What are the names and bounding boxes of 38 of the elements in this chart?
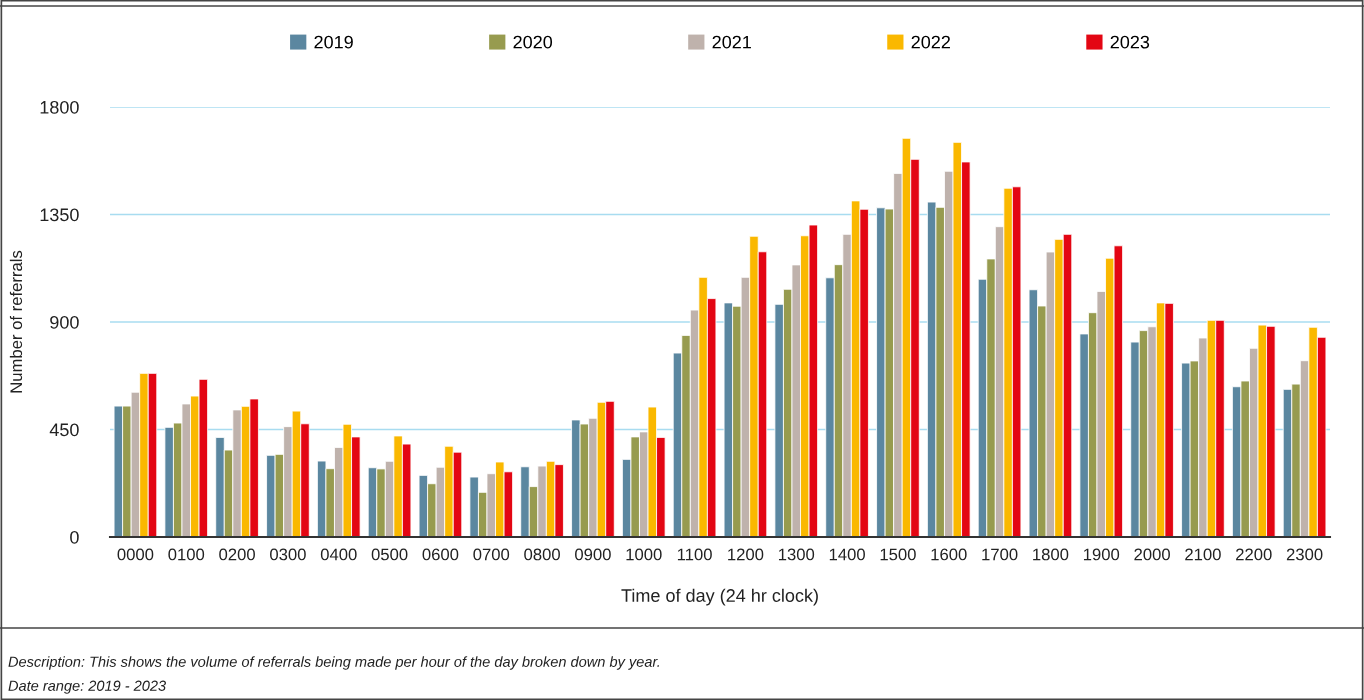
x-tick-label: 1200 (728, 548, 764, 561)
x-tick-label: 0200 (219, 548, 255, 561)
legend-label: 2021 (712, 35, 751, 49)
x-tick-label: 0800 (524, 548, 560, 561)
x-tick-label: 1400 (829, 548, 865, 561)
y-tick-label: 1350 (40, 208, 79, 222)
y-tick-label: 1800 (40, 100, 79, 114)
x-tick-label: 0600 (422, 548, 459, 561)
text: Date range: 2019 - 2023 (8, 680, 166, 694)
x-axis-title: Time of day (24 hr clock) (621, 588, 818, 606)
x-tick-label: 1300 (778, 548, 815, 561)
x-tick-label: 0700 (473, 548, 510, 561)
x-tick-label: 0400 (320, 548, 357, 561)
x-tick-label: 2000 (1134, 548, 1170, 561)
x-tick-label: 2200 (1236, 548, 1272, 561)
x-tick-label: 1800 (1033, 548, 1069, 561)
x-tick-label: 1700 (982, 548, 1018, 561)
x-tick-label: 1000 (626, 548, 662, 561)
y-tick-label: 450 (49, 423, 79, 437)
x-tick-label: 0500 (371, 548, 408, 561)
legend-label: 2022 (911, 35, 950, 49)
y-tick-label: 0 (70, 530, 79, 544)
x-tick-label: 1600 (931, 548, 967, 561)
x-tick-label: 0100 (168, 548, 205, 561)
y-axis-title: Number of referrals (9, 250, 23, 393)
legend-label: 2023 (1110, 35, 1150, 49)
x-tick-label: 0000 (117, 548, 154, 561)
x-tick-label: 1900 (1083, 548, 1120, 561)
x-tick-label: 1100 (677, 548, 712, 561)
legend-label: 2019 (314, 35, 353, 49)
y-tick-label: 900 (50, 315, 79, 329)
text: Description: This shows the volume of referrals being made per hour of the day broken down by year. (8, 656, 660, 670)
x-tick-label: 0900 (575, 548, 611, 561)
x-tick-label: 0300 (270, 548, 306, 561)
legend-label: 2020 (513, 35, 553, 49)
x-tick-label: 1500 (880, 548, 916, 561)
x-tick-label: 2100 (1185, 548, 1221, 561)
x-tick-label: 2300 (1286, 548, 1323, 561)
